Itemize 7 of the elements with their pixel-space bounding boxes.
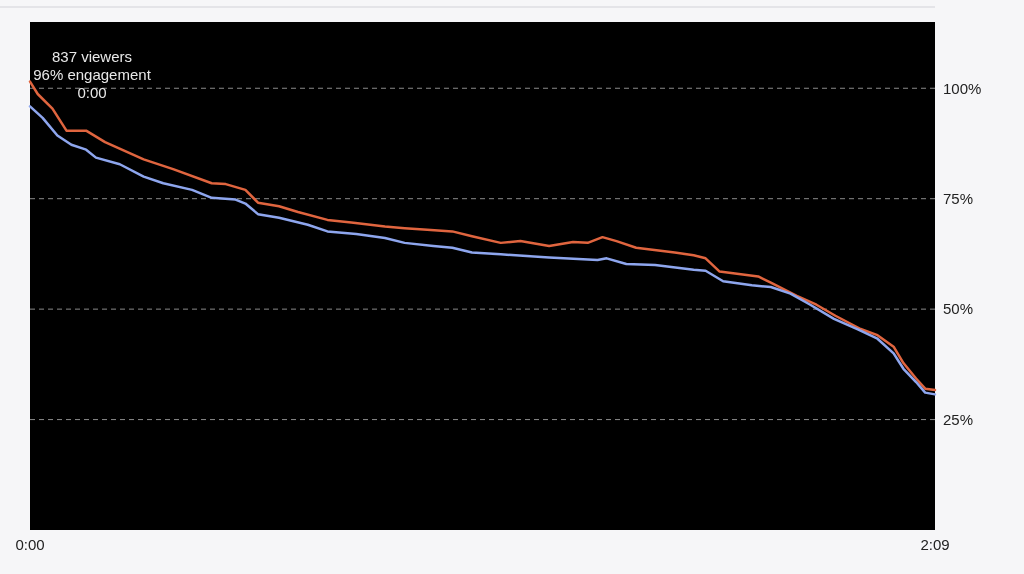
- y-tick-label: 75%: [943, 189, 974, 207]
- y-tick-label: 25%: [943, 410, 974, 428]
- y-tick-label: 100%: [943, 79, 982, 97]
- y-tick-label: 50%: [943, 300, 974, 318]
- x-tick-label: 2:09: [920, 536, 950, 553]
- annotation: 837 viewers 96% engagement 0:00: [33, 47, 152, 101]
- x-tick-label: 0:00: [15, 536, 45, 553]
